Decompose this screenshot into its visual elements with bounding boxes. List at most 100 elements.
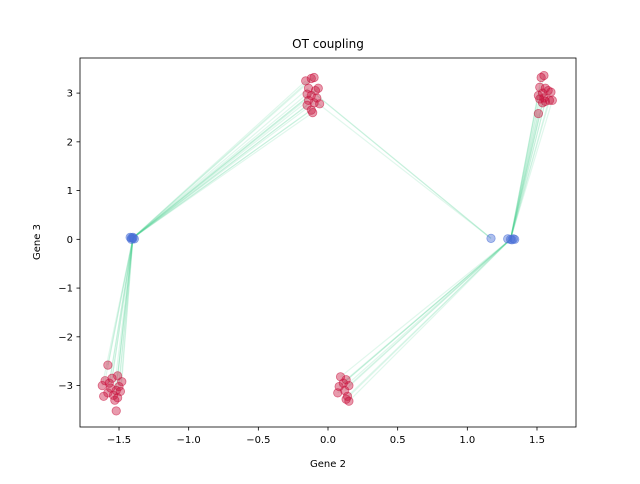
target-point bbox=[533, 108, 543, 119]
coupling-line bbox=[344, 238, 511, 391]
x-axis-label: Gene 2 bbox=[310, 459, 346, 470]
source-point bbox=[510, 234, 520, 244]
target-point bbox=[113, 393, 123, 403]
y-axis-label: Gene 3 bbox=[32, 224, 43, 260]
coupling-line bbox=[132, 97, 318, 239]
coupling-line bbox=[509, 100, 553, 240]
y-tick-label: 2 bbox=[67, 137, 73, 148]
coupling-line bbox=[345, 238, 511, 381]
source-points bbox=[125, 232, 520, 245]
coupling-line bbox=[313, 99, 492, 239]
plot-area bbox=[97, 70, 557, 416]
y-tick-label: 3 bbox=[67, 89, 73, 100]
coupling-line bbox=[337, 238, 511, 394]
target-point bbox=[540, 96, 550, 106]
coupling-line bbox=[132, 93, 308, 239]
target-point bbox=[117, 377, 127, 387]
coupling-line bbox=[132, 99, 309, 239]
target-point bbox=[104, 378, 114, 388]
coupling-line bbox=[132, 87, 319, 239]
coupling-line bbox=[119, 237, 134, 392]
coupling-line bbox=[132, 102, 315, 239]
coupling-line bbox=[114, 237, 134, 401]
x-tick-label: −1.0 bbox=[177, 435, 201, 446]
source-point bbox=[486, 233, 496, 243]
target-point bbox=[333, 388, 343, 398]
coupling-line bbox=[310, 90, 492, 239]
x-tick-label: −0.5 bbox=[246, 435, 270, 446]
target-point bbox=[103, 360, 113, 370]
source-point bbox=[129, 234, 139, 244]
target-point bbox=[344, 396, 354, 406]
y-tick-label: 1 bbox=[67, 186, 73, 197]
target-point bbox=[107, 373, 117, 383]
target-point bbox=[340, 385, 350, 396]
y-tick-label: −3 bbox=[58, 381, 73, 392]
x-tick-label: 0.5 bbox=[390, 435, 406, 446]
x-tick-label: 1.0 bbox=[459, 435, 475, 446]
coupling-line bbox=[509, 102, 544, 240]
coupling-line bbox=[107, 237, 134, 366]
target-point bbox=[99, 391, 109, 401]
target-point bbox=[537, 98, 548, 108]
target-point bbox=[309, 72, 319, 83]
coupling-line bbox=[345, 238, 511, 400]
x-tick-label: 0.0 bbox=[320, 435, 336, 446]
coupling-line bbox=[340, 238, 511, 378]
coupling-line bbox=[509, 77, 542, 240]
target-point bbox=[546, 87, 556, 97]
coupling-line bbox=[111, 237, 134, 379]
coupling-line bbox=[509, 95, 539, 240]
coupling-line bbox=[115, 237, 134, 391]
coupling-line bbox=[316, 95, 492, 239]
source-point bbox=[128, 232, 138, 242]
chart-title: OT coupling bbox=[292, 37, 364, 51]
coupling-line bbox=[509, 90, 549, 240]
coupling-line bbox=[112, 237, 134, 396]
target-point bbox=[97, 380, 107, 391]
coupling-line bbox=[132, 77, 315, 239]
coupling-line bbox=[342, 238, 511, 384]
y-tick-label: −1 bbox=[58, 284, 73, 295]
coupling-line bbox=[132, 95, 312, 239]
coupling-line bbox=[509, 87, 541, 240]
coupling-line bbox=[338, 238, 511, 387]
source-point bbox=[507, 235, 517, 245]
target-point bbox=[111, 406, 121, 416]
coupling-line bbox=[509, 91, 552, 240]
coupling-line bbox=[107, 237, 134, 393]
coupling-line bbox=[132, 112, 314, 239]
target-point bbox=[313, 83, 323, 93]
coupling-line bbox=[509, 88, 546, 240]
coupling-line bbox=[117, 237, 134, 398]
coupling-line bbox=[132, 104, 308, 239]
coupling-line bbox=[118, 237, 134, 387]
y-tick-label: −2 bbox=[58, 332, 73, 343]
target-point bbox=[308, 107, 318, 118]
coupling-line bbox=[132, 103, 320, 239]
x-tick-label: 1.5 bbox=[529, 435, 545, 446]
target-point bbox=[547, 95, 557, 106]
target-point bbox=[543, 86, 553, 96]
coupling-line bbox=[132, 109, 312, 239]
coupling-line bbox=[348, 238, 511, 387]
y-axis-ticks: −3 −2 −1 0 1 2 3 bbox=[58, 89, 80, 392]
coupling-line bbox=[509, 100, 551, 240]
coupling-line bbox=[121, 237, 134, 382]
coupling-line bbox=[132, 80, 307, 239]
target-points bbox=[97, 70, 557, 416]
coupling-line bbox=[509, 113, 539, 240]
coupling-line bbox=[104, 237, 134, 381]
coupling-line bbox=[347, 238, 511, 397]
coupling-line bbox=[132, 78, 312, 239]
coupling-line bbox=[509, 97, 545, 240]
coupling-line bbox=[348, 238, 511, 402]
x-axis-ticks: −1.5 −1.0 −0.5 0.0 0.5 1.0 1.5 bbox=[107, 427, 545, 446]
coupling-line bbox=[132, 90, 316, 239]
coupling-line bbox=[509, 101, 546, 240]
y-tick-label: 0 bbox=[67, 235, 73, 246]
target-point bbox=[315, 99, 325, 109]
coupling-line bbox=[108, 237, 134, 384]
